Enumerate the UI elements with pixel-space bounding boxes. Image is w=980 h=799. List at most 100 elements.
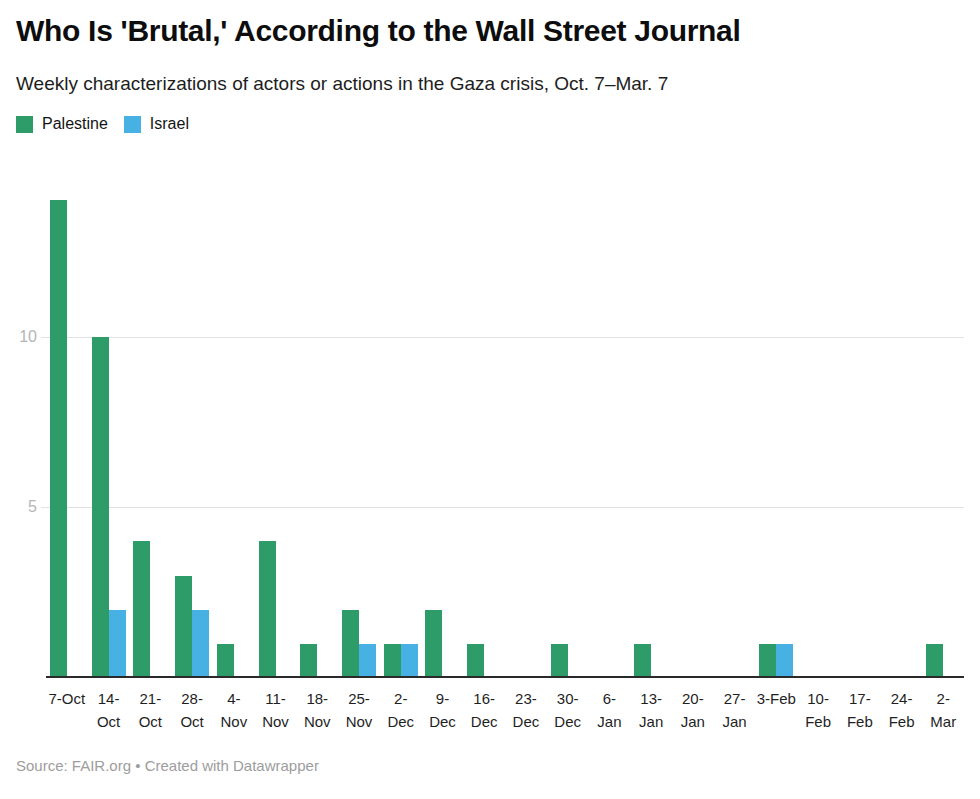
source-note: Source: FAIR.org • Created with Datawrap… xyxy=(16,757,319,774)
bar-pair-30-dec xyxy=(551,200,585,678)
bar-palestine-2-dec[interactable] xyxy=(384,644,401,678)
bar-group-9-dec xyxy=(422,200,464,678)
x-tick-label-16-dec: 16-Dec xyxy=(463,687,505,733)
bar-group-27-jan xyxy=(714,200,756,678)
bar-palestine-30-dec[interactable] xyxy=(551,644,568,678)
bar-group-28-oct xyxy=(171,200,213,678)
x-tick-label-27-jan: 27-Jan xyxy=(714,687,756,733)
bar-pair-9-dec xyxy=(425,200,459,678)
bar-group-4-nov xyxy=(213,200,255,678)
chart-card: Who Is 'Brutal,' According to the Wall S… xyxy=(0,0,980,799)
bar-palestine-18-nov[interactable] xyxy=(300,644,317,678)
x-tick-label-20-jan: 20-Jan xyxy=(672,687,714,733)
bar-pair-23-dec xyxy=(509,200,543,678)
bar-pair-11-nov xyxy=(259,200,293,678)
legend-item-israel[interactable]: Israel xyxy=(124,115,189,133)
y-tick-label-5: 5 xyxy=(28,498,37,516)
x-tick-label-11-nov: 11-Nov xyxy=(255,687,297,733)
bar-group-6-jan xyxy=(589,200,631,678)
palestine-color-swatch xyxy=(16,116,33,133)
x-tick-label-17-feb: 17-Feb xyxy=(839,687,881,733)
x-tick-label-25-nov: 25-Nov xyxy=(338,687,380,733)
x-tick-label-23-dec: 23-Dec xyxy=(505,687,547,733)
bar-group-23-dec xyxy=(505,200,547,678)
bar-palestine-2-mar[interactable] xyxy=(926,644,943,678)
bar-pair-4-nov xyxy=(217,200,251,678)
legend-item-palestine[interactable]: Palestine xyxy=(16,115,108,133)
x-tick-label-14-oct: 14-Oct xyxy=(88,687,130,733)
bar-pair-28-oct xyxy=(175,200,209,678)
bar-israel-14-oct[interactable] xyxy=(109,610,126,678)
x-tick-label-7-oct: 7-Oct xyxy=(46,687,88,733)
bar-israel-2-dec[interactable] xyxy=(401,644,418,678)
x-axis-labels: 7-Oct14-Oct21-Oct28-Oct4-Nov11-Nov18-Nov… xyxy=(46,687,964,733)
bar-pair-18-nov xyxy=(300,200,334,678)
x-tick-label-10-feb: 10-Feb xyxy=(797,687,839,733)
bar-pair-20-jan xyxy=(676,200,710,678)
bar-group-24-feb xyxy=(881,200,923,678)
bar-palestine-13-jan[interactable] xyxy=(634,644,651,678)
x-tick-label-9-dec: 9-Dec xyxy=(422,687,464,733)
x-tick-label-2-mar: 2-Mar xyxy=(922,687,964,733)
bar-palestine-25-nov[interactable] xyxy=(342,610,359,678)
bar-group-18-nov xyxy=(296,200,338,678)
x-tick-label-24-feb: 24-Feb xyxy=(881,687,923,733)
legend-label-israel: Israel xyxy=(150,115,189,133)
legend: Palestine Israel xyxy=(16,115,189,133)
bar-group-14-oct xyxy=(88,200,130,678)
x-tick-label-3-feb: 3-Feb xyxy=(755,687,797,733)
x-axis-line xyxy=(46,676,964,678)
chart-title: Who Is 'Brutal,' According to the Wall S… xyxy=(16,14,741,48)
bar-pair-27-jan xyxy=(718,200,752,678)
bar-pair-21-oct xyxy=(133,200,167,678)
bar-palestine-4-nov[interactable] xyxy=(217,644,234,678)
bar-palestine-11-nov[interactable] xyxy=(259,541,276,678)
bar-palestine-16-dec[interactable] xyxy=(467,644,484,678)
bar-pair-25-nov xyxy=(342,200,376,678)
bar-series xyxy=(46,200,964,678)
plot-area: 510 xyxy=(46,200,964,678)
bar-group-13-jan xyxy=(630,200,672,678)
legend-label-palestine: Palestine xyxy=(42,115,108,133)
bar-group-21-oct xyxy=(129,200,171,678)
bar-palestine-14-oct[interactable] xyxy=(92,337,109,678)
bar-israel-25-nov[interactable] xyxy=(359,644,376,678)
x-tick-label-2-dec: 2-Dec xyxy=(380,687,422,733)
bar-palestine-7-oct[interactable] xyxy=(50,200,67,678)
x-tick-label-21-oct: 21-Oct xyxy=(129,687,171,733)
bar-pair-24-feb xyxy=(885,200,919,678)
bar-pair-6-jan xyxy=(592,200,626,678)
bar-palestine-9-dec[interactable] xyxy=(425,610,442,678)
bar-group-2-mar xyxy=(922,200,964,678)
israel-color-swatch xyxy=(124,116,141,133)
bar-pair-14-oct xyxy=(92,200,126,678)
bar-pair-10-feb xyxy=(801,200,835,678)
bar-group-17-feb xyxy=(839,200,881,678)
bar-group-25-nov xyxy=(338,200,380,678)
bar-pair-13-jan xyxy=(634,200,668,678)
bar-israel-28-oct[interactable] xyxy=(192,610,209,678)
x-tick-label-30-dec: 30-Dec xyxy=(547,687,589,733)
chart-subtitle: Weekly characterizations of actors or ac… xyxy=(16,73,668,95)
bar-israel-3-feb[interactable] xyxy=(776,644,793,678)
bar-group-30-dec xyxy=(547,200,589,678)
x-tick-label-28-oct: 28-Oct xyxy=(171,687,213,733)
y-tick-label-10: 10 xyxy=(19,328,37,346)
bar-pair-17-feb xyxy=(843,200,877,678)
bar-pair-3-feb xyxy=(759,200,793,678)
bar-group-3-feb xyxy=(755,200,797,678)
bar-group-20-jan xyxy=(672,200,714,678)
x-tick-label-6-jan: 6-Jan xyxy=(589,687,631,733)
bar-group-11-nov xyxy=(255,200,297,678)
x-tick-label-13-jan: 13-Jan xyxy=(630,687,672,733)
bar-group-7-oct xyxy=(46,200,88,678)
bar-pair-7-oct xyxy=(50,200,84,678)
bar-group-16-dec xyxy=(463,200,505,678)
bar-palestine-28-oct[interactable] xyxy=(175,576,192,678)
bar-palestine-3-feb[interactable] xyxy=(759,644,776,678)
x-tick-label-4-nov: 4-Nov xyxy=(213,687,255,733)
bar-group-10-feb xyxy=(797,200,839,678)
bar-group-2-dec xyxy=(380,200,422,678)
bar-palestine-21-oct[interactable] xyxy=(133,541,150,678)
bar-pair-16-dec xyxy=(467,200,501,678)
